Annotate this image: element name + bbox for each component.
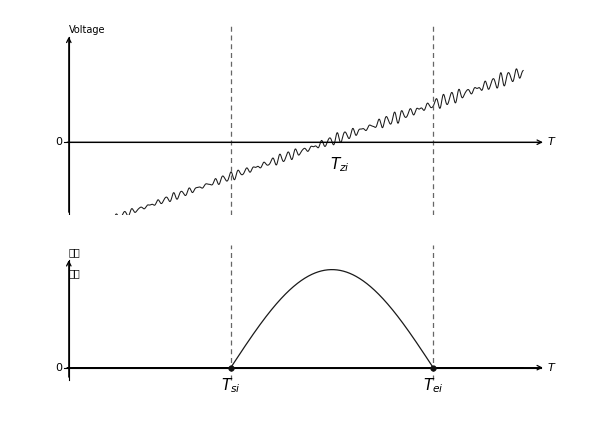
Text: $T_{zi}$: $T_{zi}$ [329,155,350,174]
Text: T: T [548,137,555,147]
Text: 0: 0 [55,362,62,373]
Text: Voltage: Voltage [69,25,105,35]
Text: $T_{si}$: $T_{si}$ [221,376,240,394]
Text: 积分: 积分 [69,247,81,257]
Text: 0: 0 [55,137,62,147]
Text: T: T [548,362,555,373]
Text: $T_{ei}$: $T_{ei}$ [423,376,444,394]
Text: 波形: 波形 [69,268,81,278]
